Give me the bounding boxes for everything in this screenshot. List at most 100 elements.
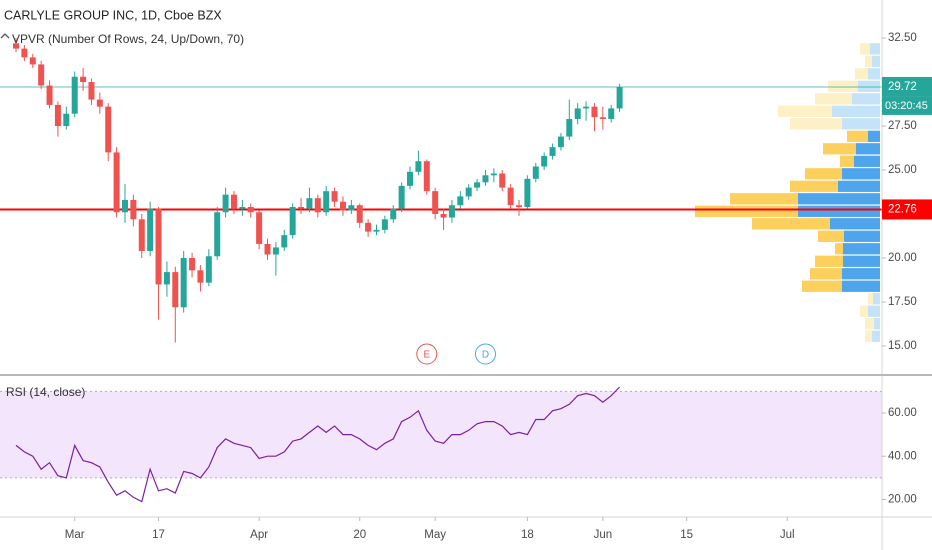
vp-up-bar [854,155,880,167]
candle-body [256,212,263,244]
candle-body [390,208,397,220]
symbol-title: CARLYLE GROUP INC, 1D, Cboe BZX [4,8,222,22]
price-label-box [882,76,932,97]
y-tick-label: 25.00 [888,164,917,176]
candle-body [356,205,363,223]
vp-up-bar [870,43,880,55]
candle-body [532,166,539,179]
vp-down-bar [730,193,798,205]
vp-down-bar [835,243,843,255]
candle-body [71,76,78,114]
event-marker [416,343,438,365]
candle-body [339,201,346,211]
vp-down-bar [790,180,838,192]
candle-body [314,198,321,213]
vp-down-bar [810,268,842,280]
candle-body [566,118,573,137]
vp-up-bar [874,318,880,330]
vp-down-bar [802,280,842,292]
candle-body [583,106,590,109]
vp-down-bar [790,118,842,130]
candle-body [21,48,28,58]
vp-down-bar [865,330,872,342]
candle-body [381,219,388,230]
candle-body [289,206,296,236]
candle-body [457,196,464,206]
x-tick-label: Apr [250,529,268,541]
vp-up-bar [842,280,880,292]
vp-up-bar [843,243,880,255]
vp-down-bar [860,43,870,55]
vp-up-bar [872,330,880,342]
candle-body [247,206,254,213]
candle-body [591,106,598,118]
candle-body [365,222,372,232]
vp-up-bar [868,130,880,142]
vp-down-bar [860,305,868,317]
candle-body [147,208,154,251]
vp-up-bar [798,205,880,217]
candle-body [541,155,548,167]
candle-body [549,147,556,156]
candle-body [29,57,36,65]
candle-body [474,182,481,188]
collapse-icon[interactable] [0,33,10,39]
price-label: 22.76 [888,203,917,215]
price-label-box [882,199,932,220]
candle-body [130,199,137,220]
candle-body [63,113,70,127]
candle-body [398,185,405,209]
vp-down-bar [847,130,868,142]
candle-body [616,86,623,109]
candle-body [163,272,170,285]
candle-body [88,82,95,100]
vp-down-bar [818,230,844,242]
y-tick-label: 40.00 [888,450,917,462]
candle-body [155,208,162,285]
event-label: E [423,350,430,361]
candle-body [348,205,355,211]
candle-body [407,171,414,186]
y-tick-label: 20.00 [888,494,917,506]
candle-body [448,205,455,218]
candle-body [432,191,439,215]
candle-body [415,161,422,172]
candle-body [465,187,472,197]
candle-body [113,152,120,213]
vp-up-bar [868,305,880,317]
x-tick-label: Jun [594,529,613,541]
candle-body [281,235,288,248]
vp-down-bar [865,318,874,330]
candle-body [272,247,279,255]
candle-body [197,270,204,283]
candle-body [423,161,430,192]
x-tick-label: May [424,529,446,541]
x-tick-label: 20 [353,529,366,541]
vp-down-bar [865,55,872,67]
x-tick-label: Mar [65,529,85,541]
candle-body [105,106,112,153]
vp-down-bar [868,293,873,305]
price-label: 29.72 [888,81,917,93]
event-label: D [482,350,489,361]
vp-up-bar [856,143,880,155]
countdown-box [882,96,932,115]
candle-body [80,76,87,83]
vp-up-bar [852,93,880,105]
candle-body [180,258,187,308]
candle-body [138,219,145,251]
x-tick-label: Jul [780,529,795,541]
vp-down-bar [752,218,830,230]
candle-body [54,104,61,127]
vp-up-bar [842,268,880,280]
vp-up-bar [798,193,880,205]
candle-body [172,272,179,308]
vp-up-bar [843,255,880,267]
candle-body [440,214,447,218]
x-tick-label: 15 [680,529,693,541]
candle-body [608,108,615,119]
candle-body [189,258,196,271]
vp-up-bar [844,230,880,242]
rsi-title: RSI (14, close) [6,385,85,399]
